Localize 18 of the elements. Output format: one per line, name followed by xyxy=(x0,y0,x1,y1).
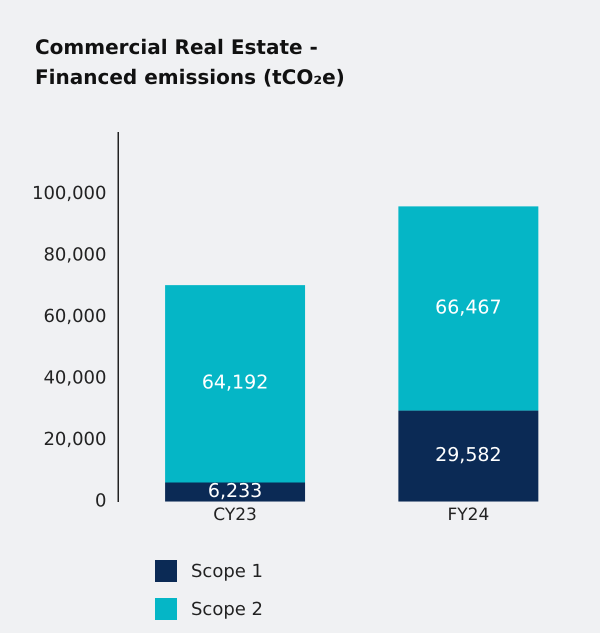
y-tick-label: 40,000 xyxy=(43,367,106,388)
legend-label: Scope 2 xyxy=(191,598,264,620)
y-tick-label: 100,000 xyxy=(32,182,106,204)
chart-title: Commercial Real Estate - Financed emissions (tCO₂e) xyxy=(35,34,345,91)
y-tick-label: 80,000 xyxy=(43,244,106,266)
y-tick-label: 20,000 xyxy=(43,428,106,450)
data-label: 6,233 xyxy=(208,480,262,502)
x-tick-label: FY24 xyxy=(447,505,490,526)
data-label: 29,582 xyxy=(435,444,502,466)
data-label: 66,467 xyxy=(435,296,502,318)
data-label: 64,192 xyxy=(202,372,268,394)
y-tick-label: 0 xyxy=(94,490,106,512)
x-tick-label: CY23 xyxy=(213,505,257,526)
bar xyxy=(165,285,306,482)
legend-label: Scope 1 xyxy=(191,560,264,582)
y-tick-label: 60,000 xyxy=(43,306,106,327)
bar xyxy=(398,410,538,502)
bar xyxy=(398,206,538,411)
